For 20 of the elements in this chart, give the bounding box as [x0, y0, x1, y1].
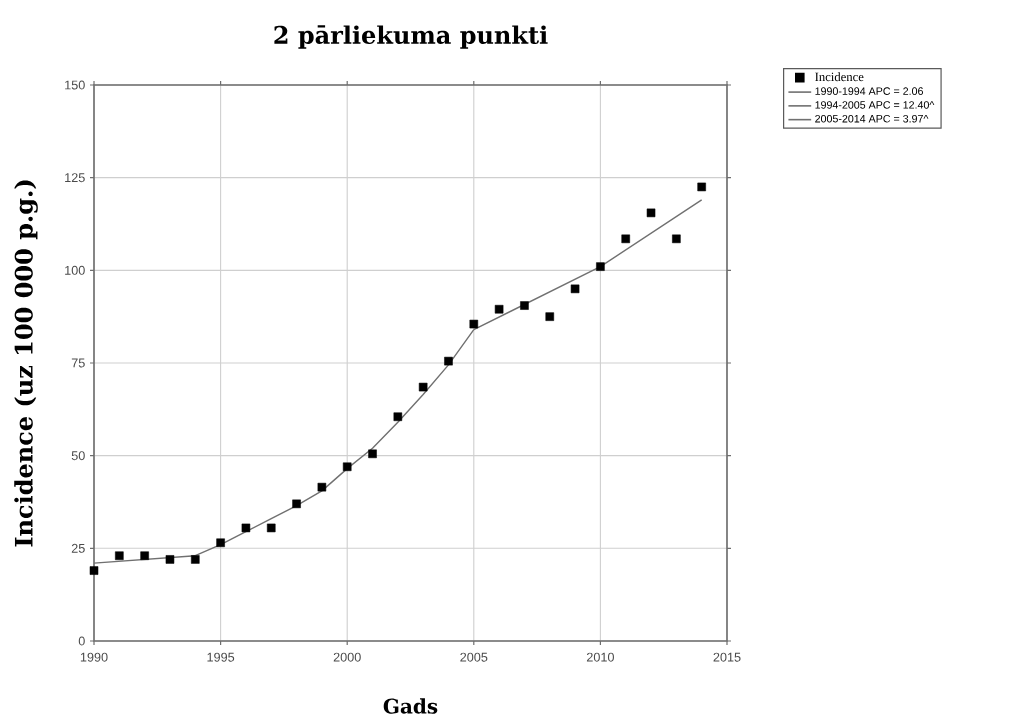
- x-tick-label: 2015: [713, 652, 741, 662]
- x-tick-label: 1995: [207, 652, 235, 662]
- chart-title: 2 pārliekuma punkti: [274, 25, 548, 49]
- legend-label: 1990-1994 APC = 2.06: [815, 87, 923, 95]
- y-tick-label: 75: [71, 358, 85, 368]
- legend-label: 1994-2005 APC = 12.40^: [815, 101, 935, 109]
- y-axis-title: Incidence (uz 100 000 p.g.): [14, 180, 38, 547]
- y-tick-label: 0: [78, 636, 85, 646]
- x-tick-label: 2000: [333, 652, 361, 662]
- x-tick-label: 2010: [586, 652, 614, 662]
- y-tick-label: 150: [65, 80, 85, 90]
- y-tick-label: 50: [71, 451, 85, 461]
- x-tick-label: 2005: [460, 652, 488, 662]
- y-tick-label: 100: [65, 265, 85, 275]
- legend-label: Incidence: [815, 72, 864, 82]
- x-tick-label: 1990: [80, 652, 108, 662]
- legend-label: 2005-2014 APC = 3.97^: [815, 114, 929, 123]
- x-axis-title: Gads: [383, 698, 438, 714]
- y-tick-label: 125: [65, 173, 85, 183]
- y-tick-label: 25: [71, 543, 85, 553]
